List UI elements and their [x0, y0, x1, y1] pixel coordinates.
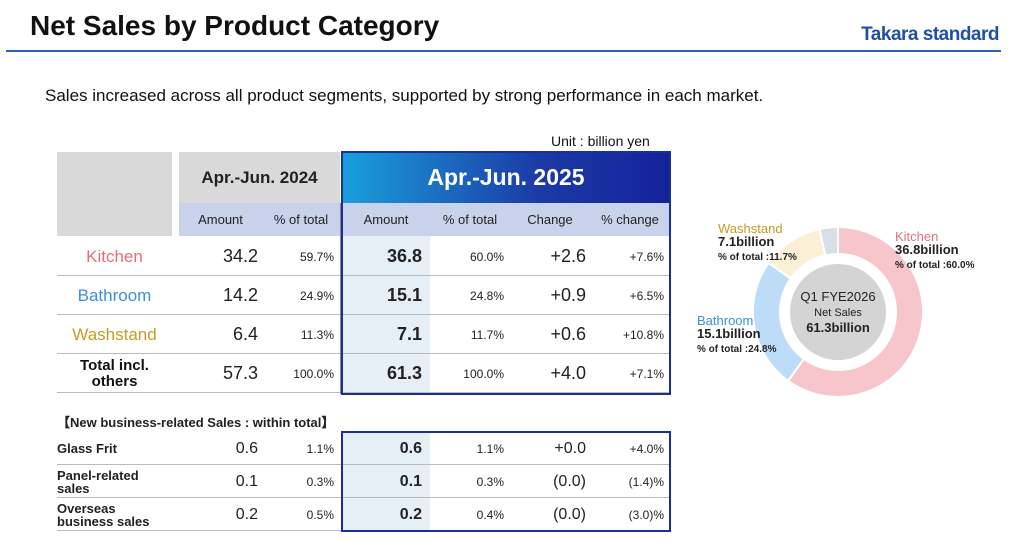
cell-value: 34.2 [222, 246, 258, 266]
frame [341, 431, 671, 532]
frame [341, 151, 671, 395]
cell-value: +7.1% [629, 366, 664, 381]
segment-share: % of total :24.8% [697, 344, 777, 355]
cell-value: 0.6 [235, 439, 258, 457]
column-header: % of total [273, 212, 329, 227]
segment-amount: 36.8billion [895, 242, 959, 257]
center-label: Net Sales [814, 307, 862, 319]
segment-share: % of total :11.7% [718, 252, 797, 263]
cell-value: 0.5% [306, 507, 334, 522]
cell-value: 0.1 [399, 472, 422, 490]
cell-value: +4.0% [629, 441, 664, 456]
unit: Unit : billion yen [551, 133, 650, 149]
cell-value: +0.6 [550, 324, 586, 344]
title-rule [6, 50, 1001, 52]
cell-value: 11.3% [300, 327, 334, 342]
column-header: Amount [363, 212, 409, 227]
row-rule [57, 314, 670, 315]
row-rule [57, 392, 670, 393]
cell-value: 15.1 [386, 285, 422, 305]
cell-value: 1.1% [476, 441, 504, 456]
segment-amount: 15.1billion [697, 326, 761, 341]
cell-value: 1.1% [306, 441, 334, 456]
cell-value: 100.0% [293, 366, 334, 381]
cell-value: 100.0% [463, 366, 504, 381]
cell-value: (0.0) [553, 505, 586, 523]
cell-value: +2.6 [550, 246, 586, 266]
row-label: Kitchen [86, 246, 143, 266]
row-label: Glass Frit [57, 441, 117, 456]
segment-label: Washstand [718, 221, 783, 236]
cell-value: 24.9% [299, 288, 334, 303]
cell-value: 57.3 [222, 363, 258, 383]
cell-value: (1.4)% [628, 474, 664, 489]
donut-segment [818, 225, 839, 257]
cell-value: 0.1 [235, 472, 258, 490]
cell-value: 0.3% [306, 474, 334, 489]
segment-amount: 7.1billion [718, 234, 774, 249]
period-2024: Apr.-Jun. 2024 [179, 152, 340, 203]
column-header: Amount [198, 212, 243, 227]
row-label: Total incl. others [80, 356, 149, 390]
donut-segment [786, 225, 924, 398]
cell-value: 0.6 [399, 439, 422, 457]
donut-center [790, 264, 886, 360]
cell-value: 61.3 [386, 363, 422, 383]
cell-value: +4.0 [550, 363, 586, 383]
center-label: Q1 FYE2026 [800, 289, 875, 304]
cell-value: +0.0 [554, 439, 586, 457]
cell-value: +0.9 [550, 285, 586, 305]
cell-value: 0.2 [235, 505, 258, 523]
divider [340, 203, 341, 394]
logo: Takara standard [861, 24, 999, 45]
cell-value: 7.1 [396, 324, 422, 344]
column-header: % of total [442, 212, 498, 227]
row-label: Overseas business sales [57, 500, 150, 529]
cell-value: +6.5% [629, 288, 664, 303]
center-label: 61.3billion [806, 320, 870, 335]
cell-value: 60.0% [469, 249, 504, 264]
row-label: Panel-related sales [57, 467, 139, 496]
subtitle: Sales increased across all product segme… [45, 86, 764, 105]
cell-value: 36.8 [386, 246, 422, 266]
section-label: 【New business-related Sales : within tot… [57, 414, 335, 430]
row-rule [57, 275, 670, 276]
segment-share: % of total :60.0% [895, 260, 975, 271]
cell-value: (3.0)% [628, 507, 664, 522]
cell-value: 59.7% [299, 249, 334, 264]
period-2025: Apr.-Jun. 2025 [342, 152, 670, 203]
cell-value: 0.2 [399, 505, 422, 523]
header-blank [57, 152, 172, 236]
row-label: Bathroom [77, 285, 152, 305]
cell-value: +10.8% [622, 327, 664, 342]
cell-value: 24.8% [469, 288, 504, 303]
column-header: % change [601, 212, 659, 227]
cell-value: 11.7% [470, 327, 504, 342]
row-rule [57, 497, 670, 498]
column-header: Change [527, 212, 573, 227]
cell-value: (0.0) [553, 472, 586, 490]
col-header-bg [179, 203, 670, 236]
segment-label: Bathroom [697, 313, 753, 328]
row-rule [57, 464, 670, 465]
cell-value: +7.6% [629, 249, 664, 264]
segment-label: Kitchen [895, 229, 938, 244]
cell-value: 6.4 [232, 324, 258, 344]
highlight [342, 236, 430, 394]
title: Net Sales by Product Category [30, 10, 440, 41]
row-label: Washstand [72, 324, 157, 344]
row-rule [57, 353, 670, 354]
cell-value: 0.3% [476, 474, 504, 489]
cell-value: 0.4% [476, 507, 504, 522]
highlight [342, 432, 430, 531]
cell-value: 14.2 [222, 285, 258, 305]
